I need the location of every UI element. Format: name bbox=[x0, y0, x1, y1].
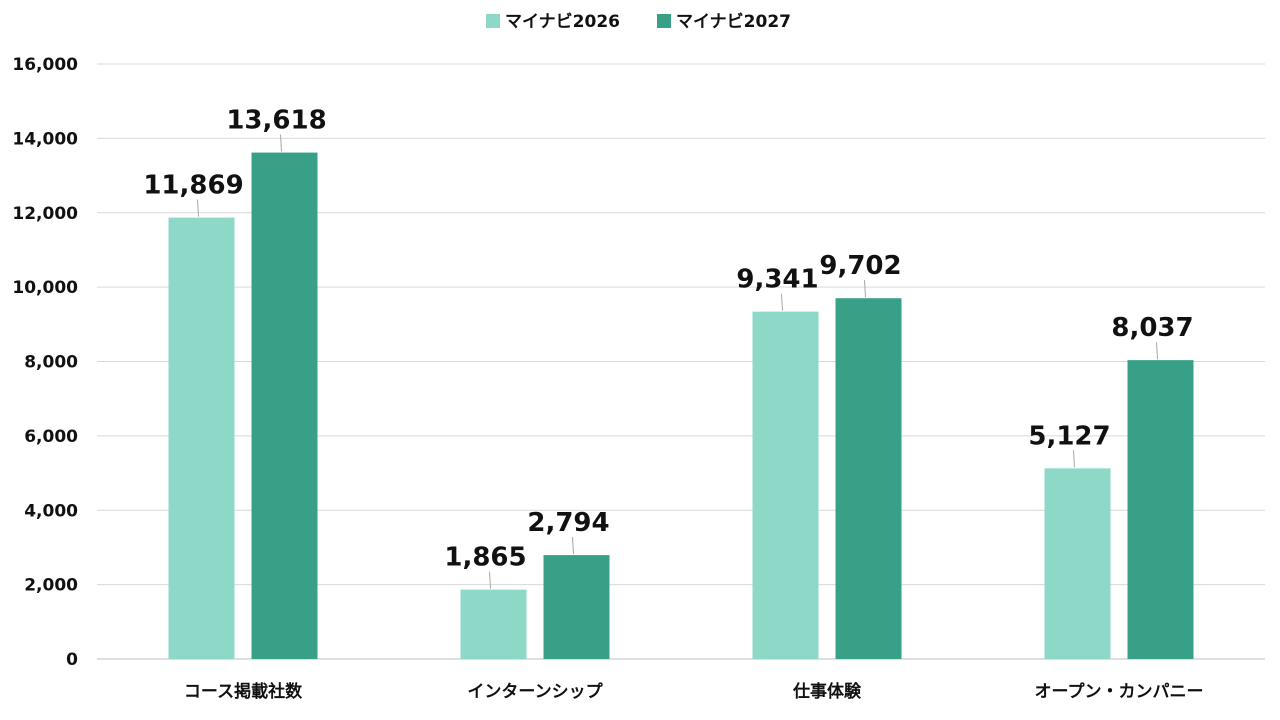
data-label-leader bbox=[197, 199, 199, 217]
data-label-leader bbox=[489, 571, 491, 589]
legend-label: マイナビ2026 bbox=[505, 12, 620, 32]
data-label: 8,037 bbox=[1111, 313, 1193, 343]
x-tick-label: インターンシップ bbox=[467, 681, 603, 702]
y-tick-label: 2,000 bbox=[24, 576, 78, 596]
bar bbox=[752, 311, 819, 659]
data-label: 9,702 bbox=[819, 251, 901, 281]
bar bbox=[1127, 360, 1194, 659]
y-tick-label: 6,000 bbox=[24, 427, 78, 447]
data-label-leader bbox=[781, 293, 783, 311]
y-tick-label: 8,000 bbox=[24, 353, 78, 373]
bar bbox=[168, 217, 235, 659]
data-label-leader bbox=[280, 134, 282, 152]
bar bbox=[460, 589, 527, 659]
data-label: 11,869 bbox=[143, 171, 243, 201]
x-tick-label: オープン・カンパニー bbox=[1035, 681, 1204, 702]
data-label-leader bbox=[1156, 342, 1158, 360]
data-label: 9,341 bbox=[736, 265, 818, 295]
legend-swatch bbox=[657, 14, 671, 28]
legend-label: マイナビ2027 bbox=[676, 12, 791, 32]
bar bbox=[835, 298, 902, 659]
y-tick-label: 10,000 bbox=[12, 278, 78, 298]
data-label-leader bbox=[1073, 450, 1075, 468]
y-tick-label: 4,000 bbox=[24, 501, 78, 521]
x-tick-label: 仕事体験 bbox=[792, 681, 862, 702]
y-tick-label: 0 bbox=[66, 650, 78, 670]
data-label: 2,794 bbox=[527, 508, 609, 538]
bar bbox=[1044, 468, 1111, 659]
data-label: 5,127 bbox=[1028, 421, 1110, 451]
y-tick-label: 14,000 bbox=[12, 129, 78, 149]
x-tick-label: コース掲載社数 bbox=[184, 681, 303, 702]
y-tick-label: 16,000 bbox=[12, 55, 78, 75]
y-tick-label: 12,000 bbox=[12, 204, 78, 224]
bar bbox=[251, 152, 318, 659]
data-label: 13,618 bbox=[226, 106, 326, 136]
data-label-leader bbox=[572, 537, 574, 555]
data-label-leader bbox=[864, 280, 866, 298]
data-label: 1,865 bbox=[444, 543, 526, 573]
legend-swatch bbox=[486, 14, 500, 28]
bar bbox=[543, 555, 610, 659]
